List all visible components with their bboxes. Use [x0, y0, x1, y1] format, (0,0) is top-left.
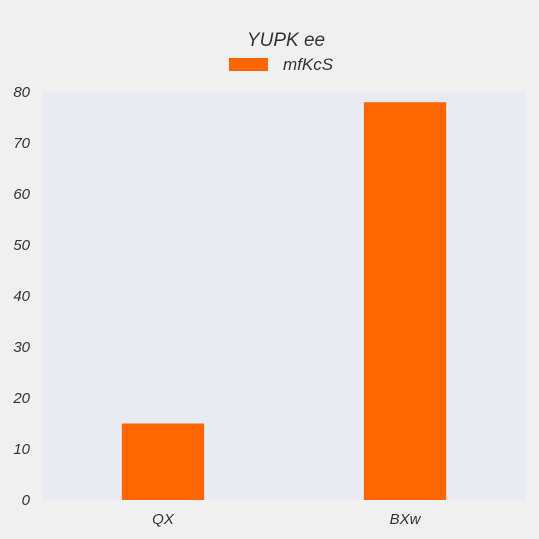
y-tick-label: 50 [13, 237, 30, 254]
legend-swatch [229, 58, 268, 71]
bar [363, 102, 447, 500]
legend: mfKcS [229, 55, 334, 74]
x-axis: QX BXw [152, 511, 421, 528]
y-tick-label: 70 [13, 135, 30, 152]
bars [121, 102, 447, 500]
x-tick-label: QX [152, 511, 175, 528]
legend-label: mfKcS [283, 55, 334, 74]
bar [121, 423, 205, 500]
x-tick-label: BXw [390, 511, 422, 528]
plot-area [42, 92, 526, 500]
y-tick-label: 10 [13, 441, 30, 458]
y-tick-label: 40 [13, 288, 30, 305]
y-axis: 0 10 20 30 40 50 60 70 80 [12, 84, 30, 509]
y-tick-label: 20 [12, 390, 30, 407]
chart-title: YUPK ee [247, 30, 325, 51]
y-tick-label: 30 [13, 339, 30, 356]
y-tick-label: 60 [13, 186, 30, 203]
y-tick-label: 80 [13, 84, 30, 101]
y-tick-label: 0 [22, 492, 31, 509]
